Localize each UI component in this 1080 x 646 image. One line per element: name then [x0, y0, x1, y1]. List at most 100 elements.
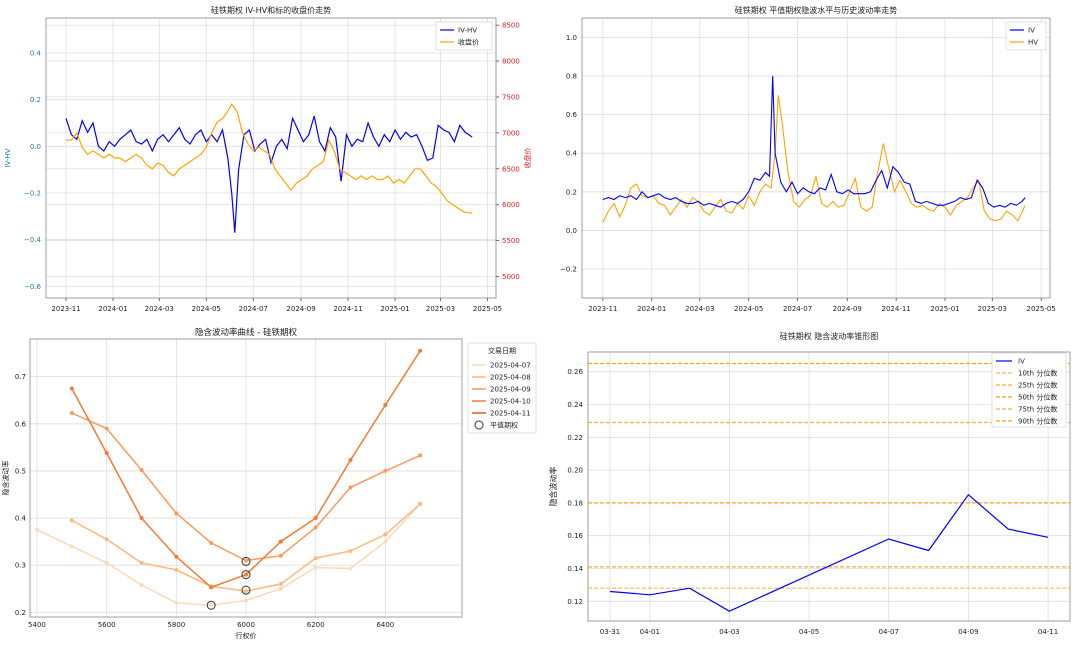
data-point: [278, 586, 283, 591]
data-point: [69, 410, 74, 415]
data-point: [313, 565, 318, 570]
y-tick-label: 0.6: [566, 111, 578, 119]
plot-frame: [581, 17, 1051, 299]
data-point: [418, 501, 423, 506]
y2-tick-label: 8000: [502, 58, 520, 66]
x-tick-label: 2025-05: [473, 305, 502, 313]
data-point: [104, 451, 109, 456]
y2-tick-label: 6000: [502, 201, 520, 209]
x-tick-label: 6400: [376, 621, 394, 629]
legend-label: 2025-04-08: [490, 374, 531, 382]
data-point: [278, 582, 283, 587]
x-tick-label: 6200: [307, 621, 325, 629]
y-tick-label: 0.4: [566, 150, 578, 158]
legend-label: IV: [1018, 358, 1025, 366]
atm-marker: [241, 570, 251, 580]
x-tick-label: 04-03: [719, 628, 739, 636]
x-tick-label: 2023-11: [588, 305, 617, 313]
atm-marker: [206, 600, 216, 610]
y2-tick-label: 6500: [502, 165, 520, 173]
iv-hv-close-chart: 2023-11 2024-01 2024-03 2024-05 2024-07 2024-…: [4, 5, 532, 313]
x-tick-label: 2024-09: [286, 305, 315, 313]
legend-title: 交易日期: [488, 346, 516, 355]
data-point: [174, 554, 179, 559]
legend-label: 90th 分位数: [1018, 417, 1057, 426]
data-point: [383, 539, 388, 544]
y-tick-label: 0.0: [30, 143, 41, 151]
y-tick-label: 0.18: [567, 499, 583, 507]
data-point: [34, 527, 39, 532]
data-point: [174, 600, 179, 605]
iv-smile-chart: 5400 5600 5800 6000 6200 6400 0.2 0.3 0.4 0.5 0.6 0…: [1, 327, 537, 640]
x-tick-label: 2024-01: [98, 305, 127, 313]
x-tick-label: 2025-05: [1027, 305, 1056, 313]
data-point: [104, 537, 109, 542]
chart-title: 硅铁期权 平值期权隐波水平与历史波动率走势: [735, 5, 898, 15]
data-point: [383, 468, 388, 473]
data-point: [69, 544, 74, 549]
y-tick-label: 0.5: [15, 467, 26, 475]
legend-label: IV: [1028, 27, 1035, 35]
data-point: [348, 549, 353, 554]
x-tick-label: 2025-01: [930, 305, 959, 313]
x-tick-label: 04-05: [799, 628, 819, 636]
plot-frame: [29, 338, 463, 618]
plot-frame: [45, 17, 497, 299]
data-point: [174, 511, 179, 516]
data-point: [278, 553, 283, 558]
y-tick-label: 0.16: [567, 532, 583, 540]
series-line-0: [609, 493, 1049, 612]
data-point: [383, 402, 388, 407]
data-point: [418, 453, 423, 458]
series-line-0: [36, 503, 421, 606]
x-tick-label: 2024-07: [239, 305, 268, 313]
legend-label: 10th 分位数: [1018, 369, 1057, 378]
y-tick-label: −0.6: [24, 283, 42, 291]
x-axis-label: 行权价: [236, 631, 257, 640]
data-point: [348, 566, 353, 571]
x-tick-label: 2024-01: [637, 305, 666, 313]
x-tick-label: 6000: [237, 621, 255, 629]
legend-label: HV: [1028, 39, 1038, 47]
series-line-0: [65, 115, 473, 233]
data-point: [69, 518, 74, 523]
y-tick-label: 0.20: [567, 467, 583, 475]
y-tick-label: 0.2: [15, 609, 26, 617]
x-tick-label: 2024-03: [145, 305, 174, 313]
atm-iv-hv-chart: 2023-11 2024-01 2024-03 2024-05 2024-07 2024-…: [560, 5, 1056, 313]
y2-axis-label: 收盘价: [523, 148, 532, 169]
data-point: [418, 348, 423, 353]
legend-label: 2025-04-11: [490, 410, 531, 418]
series-line-1: [66, 103, 473, 214]
data-point: [244, 598, 248, 603]
legend-label: IV-HV: [458, 27, 477, 35]
data-point: [244, 558, 248, 563]
data-point: [69, 386, 74, 391]
y-tick-label: 1.0: [566, 34, 577, 42]
legend-box: [1005, 21, 1047, 51]
x-tick-label: 04-11: [1038, 628, 1058, 636]
y-tick-label: 0.22: [567, 434, 583, 442]
y-tick-label: 0.6: [15, 420, 27, 428]
x-tick-label: 2024-03: [685, 305, 714, 313]
x-tick-label: 2024-11: [882, 305, 911, 313]
x-tick-label: 2023-11: [51, 305, 80, 313]
y-tick-label: −0.2: [560, 266, 577, 274]
x-tick-label: 5800: [167, 621, 185, 629]
y-axis-label: 隐含波动率: [548, 467, 558, 507]
y-tick-label: 0.0: [566, 227, 577, 235]
x-tick-label: 2024-07: [783, 305, 812, 313]
legend-label: 收盘价: [458, 38, 479, 47]
legend-box: [435, 21, 493, 51]
x-tick-label: 2025-03: [426, 305, 455, 313]
x-tick-label: 04-07: [879, 628, 899, 636]
y2-tick-label: 5000: [502, 273, 520, 281]
data-point: [139, 516, 144, 521]
atm-marker: [241, 585, 251, 595]
legend-label: 25th 分位数: [1018, 381, 1057, 390]
data-point: [104, 560, 109, 565]
series-line-0: [602, 75, 1026, 208]
iv-cone-chart: 03-31 04-01 04-03 04-05 04-07 04-09 04-11 0.12 0…: [548, 331, 1071, 636]
x-tick-label: 5400: [28, 621, 46, 629]
x-tick-label: 04-09: [958, 628, 978, 636]
